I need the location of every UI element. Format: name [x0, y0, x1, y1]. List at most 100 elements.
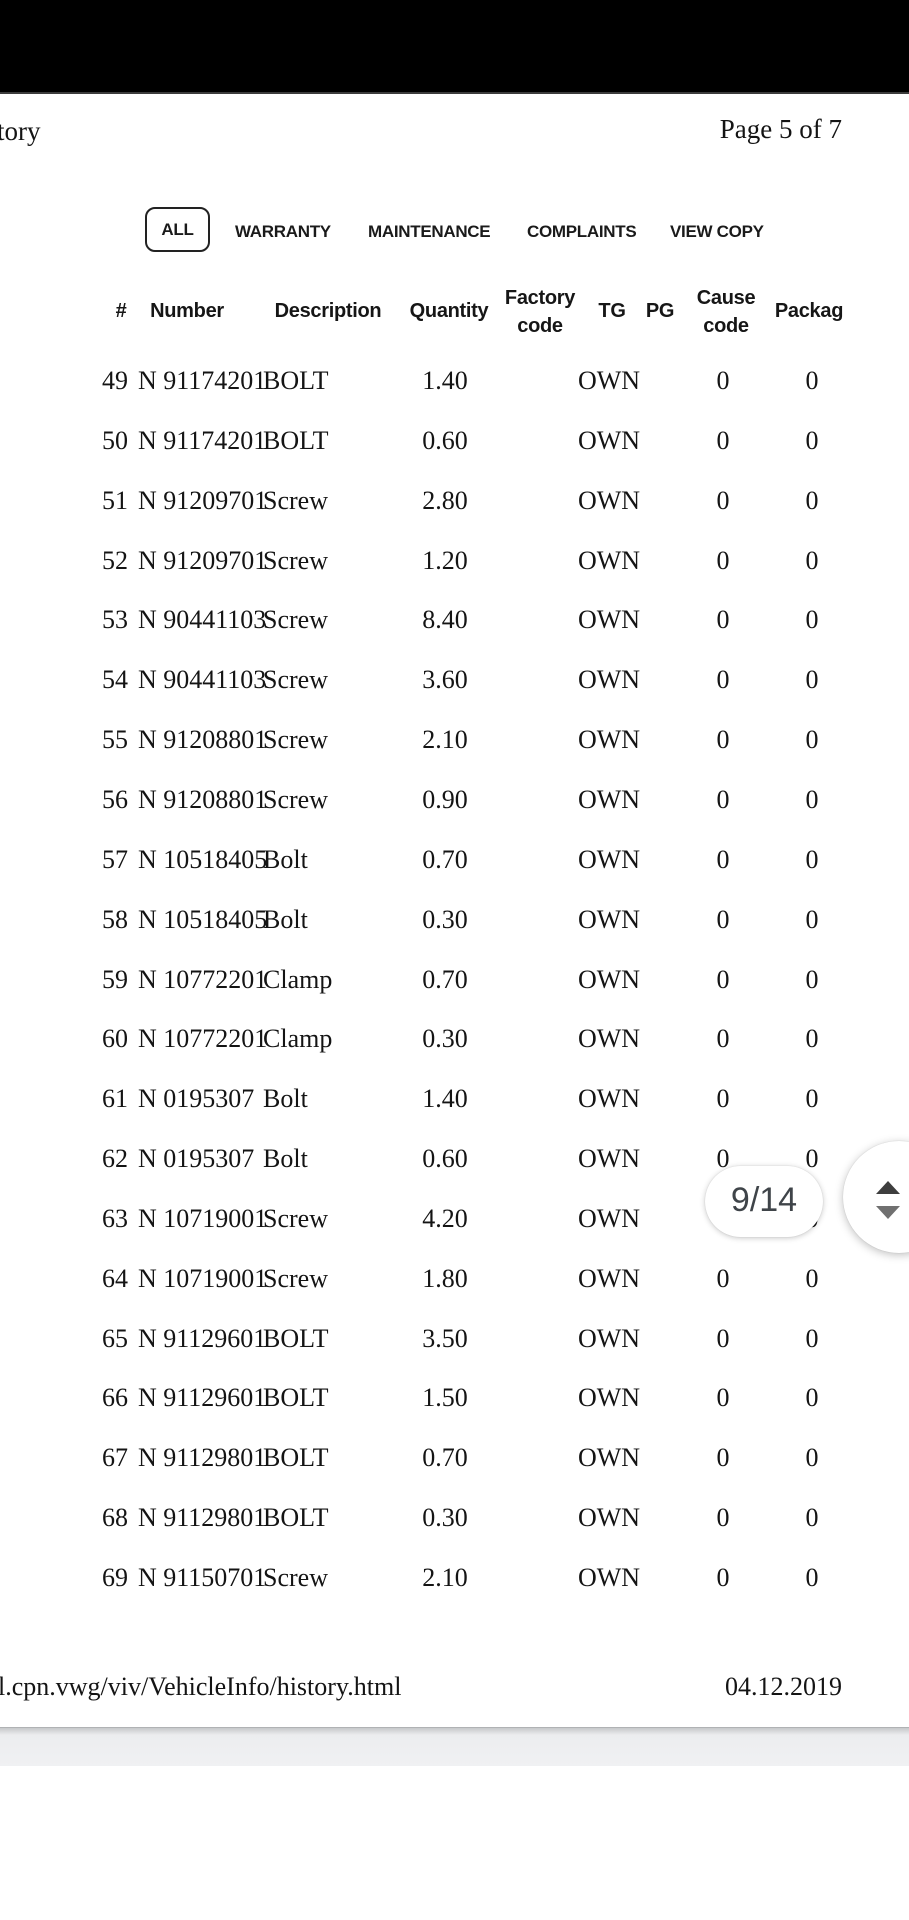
table-cell: 66 [102, 1383, 128, 1412]
table-cell: 1.40 [422, 1084, 468, 1113]
table-cell: Bolt [263, 905, 308, 934]
table-cell: 0 [805, 1503, 819, 1532]
table-header-tg: TG [598, 300, 626, 322]
table-cell: Bolt [263, 1144, 308, 1173]
table-cell: 0 [805, 785, 819, 814]
table-cell: 55 [102, 725, 128, 754]
table-row: 50 N 91174201 BOLT 0.60 OWN 0 0 [0, 411, 909, 471]
tab-warranty[interactable]: WARRANTY [235, 222, 331, 241]
table-cell: OWN [577, 665, 641, 694]
table-cell: 0 [805, 1324, 819, 1353]
table-cell: 59 [102, 965, 128, 994]
table-cell: 0 [805, 605, 819, 634]
table-cell: OWN [577, 1024, 641, 1053]
doc-title-truncated: tory [0, 116, 41, 146]
table-cell: 0 [716, 1443, 730, 1472]
table-cell: 0 [716, 785, 730, 814]
table-header-factory-code: Factory code [504, 287, 576, 337]
footer-url: l.cpn.vwg/viv/VehicleInfo/history.html [0, 1672, 402, 1701]
table-cell: 0 [716, 1563, 730, 1592]
table-row: 69 N 91150701 Screw 2.10 OWN 0 0 [0, 1548, 909, 1608]
table-cell: 0 [805, 665, 819, 694]
table-cell: 0 [716, 366, 730, 395]
table-cell: 0 [716, 725, 730, 754]
table-cell: N 0195307 [138, 1084, 255, 1113]
table-cell: 0.60 [422, 1144, 468, 1173]
tab-maintenance[interactable]: MAINTENANCE [368, 222, 491, 241]
tab-all[interactable]: ALL [145, 207, 210, 252]
scroll-up-icon[interactable] [876, 1181, 900, 1194]
tab-view-copy[interactable]: VIEW COPY [670, 222, 764, 241]
table-header-cause-code: Cause code [696, 287, 756, 337]
table-cell: N 91129601 [138, 1324, 267, 1353]
table-cell: Screw [263, 785, 328, 814]
table-cell: 0 [805, 725, 819, 754]
table-cell: 56 [102, 785, 128, 814]
table-cell: 0.90 [422, 785, 468, 814]
table-cell: 0.60 [422, 426, 468, 455]
scroll-down-icon[interactable] [876, 1206, 900, 1219]
page-indicator-pill: 9/14 [705, 1166, 823, 1237]
table-cell: 0 [805, 1264, 819, 1293]
table-row: 54 N 90441103 Screw 3.60 OWN 0 0 [0, 650, 909, 710]
table-cell: N 0195307 [138, 1144, 255, 1173]
table-header-packag: Packag [774, 300, 844, 322]
table-cell: 0 [805, 486, 819, 515]
table-cell: Screw [263, 665, 328, 694]
table-cell: 1.80 [422, 1264, 468, 1293]
table-cell: 62 [102, 1144, 128, 1173]
table-header-quantity: Quantity [409, 300, 489, 322]
table-cell: OWN [577, 1144, 641, 1173]
table-cell: OWN [577, 1503, 641, 1532]
table-header-index: # [115, 300, 127, 322]
table-cell: OWN [577, 845, 641, 874]
table-cell: Screw [263, 1563, 328, 1592]
table-cell: 0 [805, 1084, 819, 1113]
table-cell: 0 [716, 965, 730, 994]
table-row: 61 N 0195307 Bolt 1.40 OWN 0 0 [0, 1069, 909, 1129]
table-cell: N 91209701 [138, 546, 268, 575]
table-cell: OWN [577, 1204, 641, 1233]
table-cell: 0 [805, 965, 819, 994]
table-cell: 60 [102, 1024, 128, 1053]
table-row: 56 N 91208801 Screw 0.90 OWN 0 0 [0, 770, 909, 830]
table-cell: 3.50 [422, 1324, 468, 1353]
table-cell: 1.40 [422, 366, 468, 395]
table-row: 58 N 10518405 Bolt 0.30 OWN 0 0 [0, 890, 909, 950]
table-cell: Bolt [263, 1084, 308, 1113]
table-cell: 0 [805, 845, 819, 874]
table-cell: Clamp [263, 1024, 333, 1053]
top-black-bar [0, 0, 909, 94]
table-row: 55 N 91208801 Screw 2.10 OWN 0 0 [0, 710, 909, 770]
table-cell: 0 [716, 1383, 730, 1412]
table-cell: BOLT [263, 426, 329, 455]
table-cell: 52 [102, 546, 128, 575]
table-cell: Screw [263, 725, 328, 754]
table-cell: 64 [102, 1264, 128, 1293]
footer-date: 04.12.2019 [725, 1672, 842, 1701]
table-cell: Screw [263, 1204, 328, 1233]
table-cell: 0 [716, 1144, 730, 1173]
tab-complaints[interactable]: COMPLAINTS [527, 222, 637, 241]
table-header-number: Number [150, 300, 224, 322]
table-row: 62 N 0195307 Bolt 0.60 OWN 0 0 [0, 1129, 909, 1189]
table-cell: OWN [577, 1264, 641, 1293]
table-cell: N 10772201 [138, 1024, 268, 1053]
table-cell: 0.70 [422, 845, 468, 874]
table-cell: 61 [102, 1084, 128, 1113]
table-row: 64 N 10719001 Screw 1.80 OWN 0 0 [0, 1249, 909, 1309]
table-cell: Screw [263, 546, 328, 575]
table-cell: 0 [716, 605, 730, 634]
table-cell: OWN [577, 546, 641, 575]
table-row: 66 N 91129601 BOLT 1.50 OWN 0 0 [0, 1368, 909, 1428]
table-cell: 0 [716, 905, 730, 934]
table-cell: OWN [577, 785, 641, 814]
table-cell: OWN [577, 426, 641, 455]
table-cell: OWN [577, 725, 641, 754]
table-cell: OWN [577, 1324, 641, 1353]
table-cell: 67 [102, 1443, 128, 1472]
table-cell: OWN [577, 905, 641, 934]
table-cell: 50 [102, 426, 128, 455]
table-cell: N 10772201 [138, 965, 268, 994]
table-cell: N 91174201 [138, 366, 267, 395]
